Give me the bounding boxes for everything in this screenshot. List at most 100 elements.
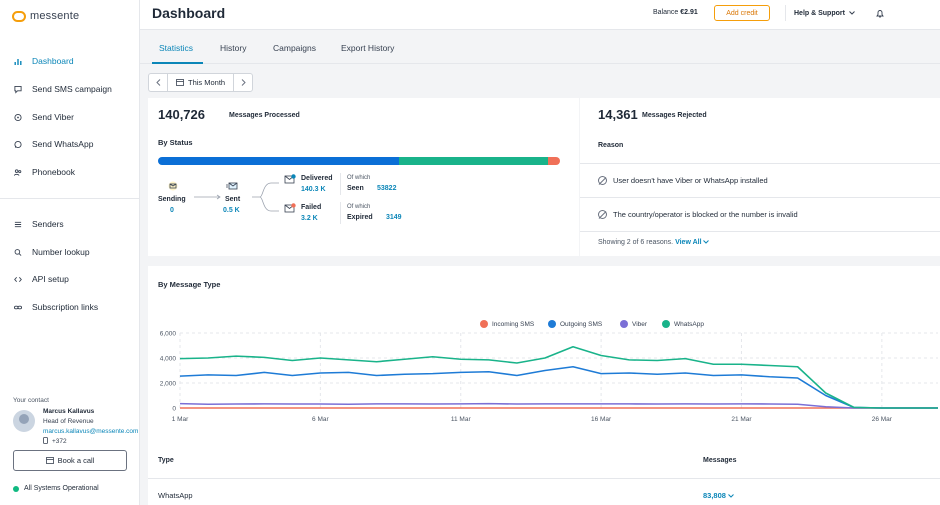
avatar (13, 410, 35, 432)
expired-label: Expired (347, 214, 373, 221)
divider (340, 202, 341, 224)
next-period-button[interactable] (234, 74, 252, 91)
previous-period-button[interactable] (149, 74, 167, 91)
bell-icon[interactable] (876, 9, 884, 20)
x-tick-label: 21 Mar (731, 416, 752, 423)
chevron-down-icon (849, 10, 855, 17)
blocked-icon (598, 210, 607, 219)
delivered-value: 140.3 K (301, 186, 326, 193)
legend-item[interactable]: WhatsApp (662, 320, 704, 328)
view-all-label: View All (675, 239, 702, 246)
type-row-messages-value: 83,808 (703, 491, 726, 500)
calendar-icon (45, 456, 54, 466)
help-support-menu[interactable]: Help & Support (785, 5, 855, 21)
sidebar-item-send-whatsapp[interactable]: Send WhatsApp (0, 133, 139, 155)
sidebar-item-number-lookup[interactable]: Number lookup (0, 241, 139, 263)
reason-text: User doesn't have Viber or WhatsApp inst… (613, 176, 768, 185)
type-row-name: WhatsApp (158, 491, 193, 500)
rejected-label: Messages Rejected (642, 112, 707, 119)
expired-value: 3149 (386, 214, 402, 221)
sidebar-item-send-viber[interactable]: Send Viber (0, 106, 139, 128)
active-tab-indicator (152, 62, 203, 64)
envelope-send-icon (226, 182, 238, 193)
sidebar-item-senders[interactable]: Senders (0, 213, 139, 235)
legend-dot-icon (662, 320, 670, 328)
book-call-button[interactable]: Book a call (13, 450, 127, 471)
y-tick-label: 2,000 (160, 381, 177, 388)
legend-dot-icon (480, 320, 488, 328)
sidebar-item-label: Send Viber (32, 112, 74, 122)
sent-label: Sent (225, 196, 241, 203)
sidebar-item-dashboard[interactable]: Dashboard (0, 50, 139, 72)
envelope-check-icon (284, 174, 296, 187)
table-divider (148, 478, 940, 479)
envelope-failed-icon (284, 203, 296, 216)
balance-label: Balance (653, 9, 679, 16)
legend-label: WhatsApp (674, 320, 704, 328)
messages-rejected-card: 14,361 Messages Rejected Reason User doe… (580, 98, 940, 256)
tab-export-history[interactable]: Export History (341, 43, 395, 53)
type-row-messages[interactable]: 83,808 (703, 491, 734, 500)
branch-arrows-icon (252, 182, 279, 212)
link-icon (14, 303, 22, 311)
x-tick-label: 16 Mar (591, 416, 612, 423)
legend-label: Incoming SMS (492, 320, 535, 328)
view-all-link[interactable]: View All (675, 239, 710, 246)
legend-item[interactable]: Incoming SMS (480, 320, 534, 328)
series-line-viber (179, 402, 938, 409)
reason-row: The country/operator is blocked or the n… (580, 197, 940, 231)
series-line-whatsapp (179, 345, 938, 409)
processed-label: Messages Processed (229, 112, 300, 119)
sidebar-item-subscription-links[interactable]: Subscription links (0, 296, 139, 318)
arrow-icon (194, 194, 221, 200)
tab-statistics[interactable]: Statistics (159, 43, 194, 53)
of-which-label: Of which (347, 204, 371, 210)
logo-text: messente (30, 10, 80, 22)
legend-label: Viber (632, 320, 648, 328)
failed-label: Failed (301, 204, 322, 211)
sidebar-item-send-sms[interactable]: Send SMS campaign (0, 78, 139, 100)
rejected-count: 14,361 (598, 107, 638, 122)
legend-item[interactable]: Viber (620, 320, 647, 328)
system-status[interactable]: All Systems Operational (13, 485, 99, 492)
sidebar-item-label: Send WhatsApp (32, 139, 94, 149)
y-tick-label: 0 (172, 406, 176, 413)
divider (340, 173, 341, 195)
x-tick-label: 6 Mar (312, 416, 329, 423)
legend-item[interactable]: Outgoing SMS (548, 320, 602, 328)
delivered-label: Delivered (301, 175, 333, 182)
search-icon (14, 248, 22, 256)
calendar-icon (176, 78, 184, 88)
x-tick-label: 26 Mar (872, 416, 893, 423)
add-credit-button[interactable]: Add credit (714, 5, 770, 21)
sidebar-item-label: Phonebook (32, 167, 76, 177)
sidebar-item-phonebook[interactable]: Phonebook (0, 161, 139, 183)
sidebar-item-api-setup[interactable]: API setup (0, 268, 139, 290)
of-which-label: Of which (347, 175, 371, 181)
status-bar-segment (547, 157, 560, 165)
envelope-icon (168, 181, 178, 193)
messages-column-header: Messages (703, 457, 737, 464)
reasons-footer: Showing 2 of 6 reasons. View All (598, 239, 710, 246)
by-message-type-heading: By Message Type (158, 280, 221, 289)
period-selector: This Month (148, 73, 254, 92)
phone-icon (43, 437, 48, 446)
sidebar-item-label: Send SMS campaign (32, 84, 112, 94)
tab-campaigns[interactable]: Campaigns (273, 43, 316, 53)
reason-row: User doesn't have Viber or WhatsApp inst… (580, 163, 940, 197)
divider (580, 231, 940, 232)
tab-history[interactable]: History (220, 43, 247, 53)
system-status-label: All Systems Operational (24, 485, 99, 492)
legend-label: Outgoing SMS (560, 320, 603, 328)
message-type-chart: 0 2,000 4,000 6,000 1 Mar 6 Mar 11 Mar 16 Mar 21… (160, 331, 938, 423)
seen-value: 53822 (377, 185, 397, 192)
period-dropdown[interactable]: This Month (167, 74, 235, 91)
help-support-label: Help & Support (794, 9, 845, 17)
contact-email-link[interactable]: marcus.kallavus@messente.com (43, 428, 139, 435)
reason-text: The country/operator is blocked or the n… (613, 210, 798, 219)
blocked-icon (598, 176, 607, 185)
reasons-count-text: Showing 2 of 6 reasons. (598, 239, 674, 246)
messente-logo[interactable]: messente (12, 10, 79, 22)
sidebar-item-label: Senders (32, 219, 64, 229)
by-status-heading: By Status (158, 138, 193, 147)
